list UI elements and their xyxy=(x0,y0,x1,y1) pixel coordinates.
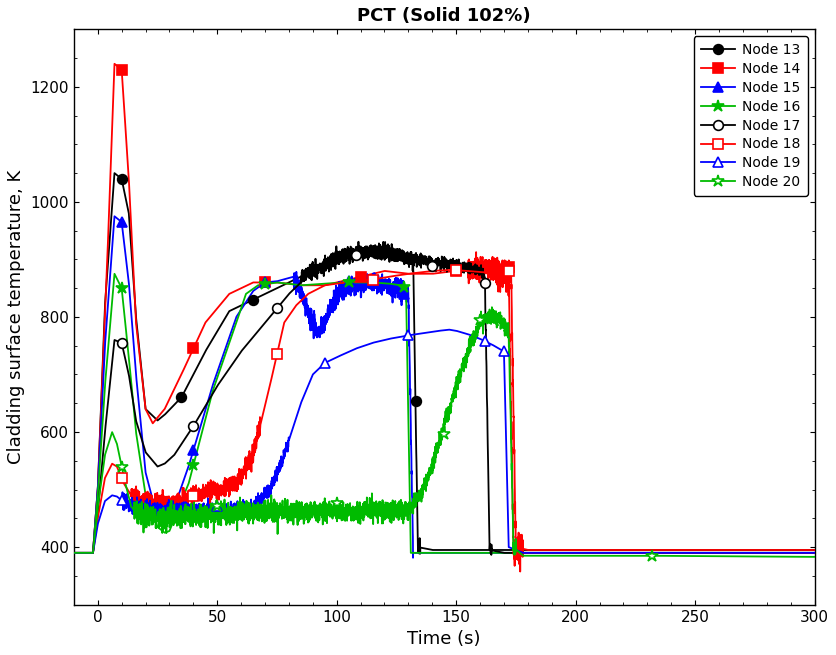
Node 13 xyxy=(110,169,120,177)
Node 18 xyxy=(245,463,255,471)
Node 19 xyxy=(348,346,358,354)
Node 17 xyxy=(400,250,410,258)
Node 20 xyxy=(69,549,79,557)
Node 20 xyxy=(248,516,258,524)
Line: Node 18: Node 18 xyxy=(74,257,814,572)
Node 15 xyxy=(110,212,120,220)
Node 15 xyxy=(400,291,410,299)
Line: Node 16: Node 16 xyxy=(74,274,814,553)
Line: Node 20: Node 20 xyxy=(74,307,814,557)
Node 15 xyxy=(241,298,251,306)
Node 20 xyxy=(487,303,497,311)
Node 17 xyxy=(69,549,79,557)
Node 13 xyxy=(245,297,255,305)
Node 14 xyxy=(69,549,79,557)
Node 19 xyxy=(400,332,410,340)
Node 19 xyxy=(444,326,454,333)
Node 18 xyxy=(248,451,258,459)
Node 15 xyxy=(408,554,418,562)
Node 18 xyxy=(348,278,358,286)
Line: Node 13: Node 13 xyxy=(74,173,814,553)
Node 17 xyxy=(487,551,497,559)
Node 20 xyxy=(400,512,410,520)
Node 18 xyxy=(241,470,251,478)
Node 16 xyxy=(803,549,813,557)
Node 15 xyxy=(348,280,358,288)
Node 14 xyxy=(400,270,410,278)
Node 17 xyxy=(369,242,379,250)
Node 16 xyxy=(400,284,410,292)
Y-axis label: Cladding surface temperature, K: Cladding surface temperature, K xyxy=(7,170,25,464)
Node 13 xyxy=(241,299,251,307)
Node 15 xyxy=(804,549,814,557)
Node 13 xyxy=(249,295,259,303)
Node 13 xyxy=(804,546,814,554)
Node 16 xyxy=(249,284,259,292)
X-axis label: Time (s): Time (s) xyxy=(407,630,481,648)
Node 17 xyxy=(348,246,358,254)
Node 16 xyxy=(348,278,358,286)
Node 20 xyxy=(241,500,251,508)
Title: PCT (Solid 102%): PCT (Solid 102%) xyxy=(358,7,531,25)
Line: Node 15: Node 15 xyxy=(74,216,814,558)
Node 14 xyxy=(241,282,251,290)
Node 17 xyxy=(245,337,255,345)
Node 16 xyxy=(110,270,120,278)
Node 18 xyxy=(487,253,497,261)
Node 13 xyxy=(400,252,410,260)
Node 19 xyxy=(809,549,819,557)
Node 18 xyxy=(515,568,525,576)
Node 16 xyxy=(809,549,819,557)
Node 13 xyxy=(348,245,358,253)
Node 18 xyxy=(809,549,819,557)
Node 13 xyxy=(809,546,819,554)
Legend: Node 13, Node 14, Node 15, Node 16, Node 17, Node 18, Node 19, Node 20: Node 13, Node 14, Node 15, Node 16, Node… xyxy=(694,36,808,196)
Node 19 xyxy=(241,502,251,510)
Node 14 xyxy=(804,546,814,554)
Node 20 xyxy=(803,553,813,561)
Node 16 xyxy=(245,287,255,295)
Node 19 xyxy=(803,549,813,557)
Node 13 xyxy=(415,550,426,557)
Node 14 xyxy=(245,280,255,288)
Line: Node 19: Node 19 xyxy=(74,329,814,553)
Line: Node 17: Node 17 xyxy=(74,246,814,555)
Node 19 xyxy=(69,549,79,557)
Node 15 xyxy=(249,287,259,295)
Node 14 xyxy=(110,60,120,67)
Node 17 xyxy=(248,333,258,341)
Node 14 xyxy=(348,274,358,282)
Node 16 xyxy=(69,549,79,557)
Node 17 xyxy=(809,549,819,557)
Node 15 xyxy=(809,549,819,557)
Node 18 xyxy=(400,271,410,278)
Node 15 xyxy=(69,549,79,557)
Node 17 xyxy=(241,342,251,350)
Node 14 xyxy=(249,278,259,286)
Line: Node 14: Node 14 xyxy=(74,64,814,564)
Node 17 xyxy=(804,549,814,557)
Node 19 xyxy=(245,506,255,514)
Node 18 xyxy=(804,549,814,557)
Node 15 xyxy=(245,292,255,300)
Node 18 xyxy=(69,549,79,557)
Node 20 xyxy=(245,515,255,523)
Node 14 xyxy=(809,546,819,554)
Node 20 xyxy=(348,515,358,523)
Node 14 xyxy=(514,560,524,568)
Node 20 xyxy=(809,553,819,561)
Node 13 xyxy=(69,549,79,557)
Node 19 xyxy=(248,502,258,510)
Node 16 xyxy=(241,290,251,298)
